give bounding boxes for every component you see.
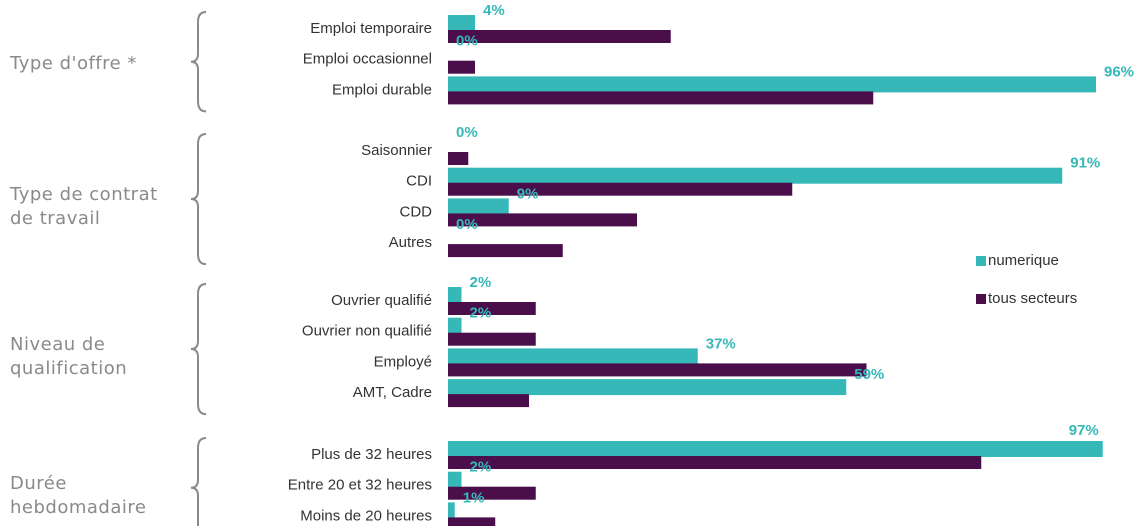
group-label: Type de contrat de travail bbox=[10, 184, 158, 230]
bar bbox=[448, 182, 793, 196]
category-label: Ouvrier non qualifié bbox=[302, 323, 432, 340]
legend-swatch bbox=[976, 294, 986, 304]
bar bbox=[448, 486, 536, 500]
bar bbox=[448, 244, 563, 258]
legend-swatch bbox=[976, 256, 986, 266]
bar bbox=[448, 167, 1063, 184]
category-label: Emploi temporaire bbox=[310, 20, 432, 37]
bar bbox=[448, 363, 867, 377]
value-label: 37% bbox=[706, 335, 736, 352]
bar bbox=[448, 441, 1103, 457]
value-label: 1% bbox=[463, 489, 485, 506]
value-label: 59% bbox=[854, 366, 884, 383]
group-brace bbox=[190, 133, 207, 266]
bar bbox=[448, 379, 847, 396]
group-brace bbox=[190, 437, 207, 526]
category-label: Moins de 20 heures bbox=[300, 507, 432, 524]
legend-label: tous secteurs bbox=[988, 290, 1077, 307]
value-label: 96% bbox=[1104, 63, 1134, 80]
group-label: Niveau de qualification bbox=[10, 334, 128, 380]
group-label: Durée hebdomadaire bbox=[10, 472, 147, 518]
bar bbox=[448, 502, 455, 519]
value-label: 2% bbox=[470, 274, 492, 291]
value-label: 91% bbox=[1070, 155, 1100, 172]
bar bbox=[448, 15, 475, 31]
group-brace bbox=[190, 283, 207, 416]
category-label: CDD bbox=[400, 203, 433, 220]
bar bbox=[448, 152, 469, 165]
bar bbox=[448, 471, 462, 488]
category-label: Saisonnier bbox=[361, 142, 432, 159]
category-label: Autres bbox=[389, 234, 432, 251]
bar bbox=[448, 76, 1096, 93]
bar bbox=[448, 317, 462, 334]
category-label: AMT, Cadre bbox=[353, 384, 432, 401]
value-label: 0% bbox=[456, 216, 478, 233]
value-label: 0% bbox=[456, 33, 478, 50]
bar bbox=[448, 394, 529, 408]
bar bbox=[448, 456, 982, 469]
value-label: 4% bbox=[483, 2, 505, 19]
bar bbox=[448, 91, 874, 105]
bar bbox=[448, 60, 475, 74]
category-label: Emploi durable bbox=[332, 81, 432, 98]
category-label: Plus de 32 heures bbox=[311, 446, 432, 463]
bar bbox=[448, 213, 637, 227]
bar bbox=[448, 287, 462, 303]
group-brace bbox=[190, 11, 207, 113]
bar bbox=[448, 302, 536, 315]
category-label: CDI bbox=[406, 173, 432, 190]
legend-label: numerique bbox=[988, 252, 1059, 269]
bar bbox=[448, 332, 536, 346]
category-label: Ouvrier qualifié bbox=[331, 292, 432, 309]
group-label: Type d'offre * bbox=[10, 52, 137, 74]
category-label: Entre 20 et 32 heures bbox=[288, 477, 432, 494]
value-label: 9% bbox=[517, 185, 539, 202]
category-label: Employé bbox=[374, 353, 432, 370]
bar bbox=[448, 348, 698, 365]
value-label: 97% bbox=[1069, 422, 1099, 439]
bar bbox=[448, 517, 496, 526]
value-label: 2% bbox=[470, 459, 492, 476]
value-label: 2% bbox=[470, 305, 492, 322]
category-label: Emploi occasionnel bbox=[303, 51, 432, 68]
value-label: 0% bbox=[456, 124, 478, 141]
bar bbox=[448, 198, 509, 215]
bar bbox=[448, 30, 671, 43]
